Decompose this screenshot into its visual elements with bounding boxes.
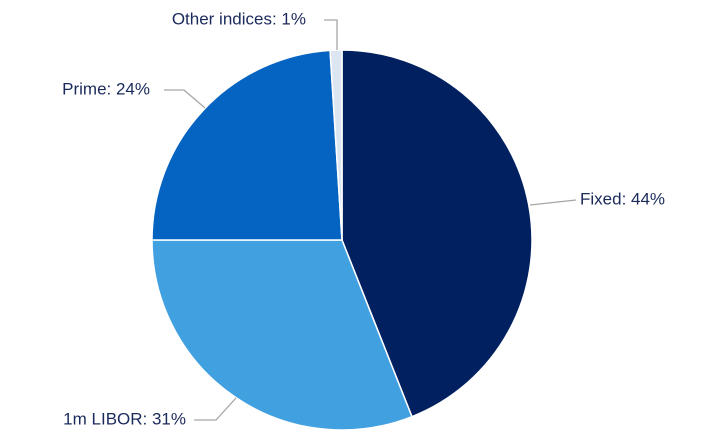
leader-line [164,89,206,109]
slice-label: Prime: 24% [62,79,150,98]
slice-label: Fixed: 44% [580,189,665,208]
slice-label: Other indices: 1% [172,9,306,28]
leader-line [194,397,237,421]
pie-slice [329,49,343,241]
pie-slice [341,49,533,418]
slice-label: 1m LIBOR: 31% [63,409,186,428]
pie-slice [151,49,343,241]
leader-line [324,19,338,50]
leader-line [529,199,577,206]
pie-slice [151,239,413,431]
